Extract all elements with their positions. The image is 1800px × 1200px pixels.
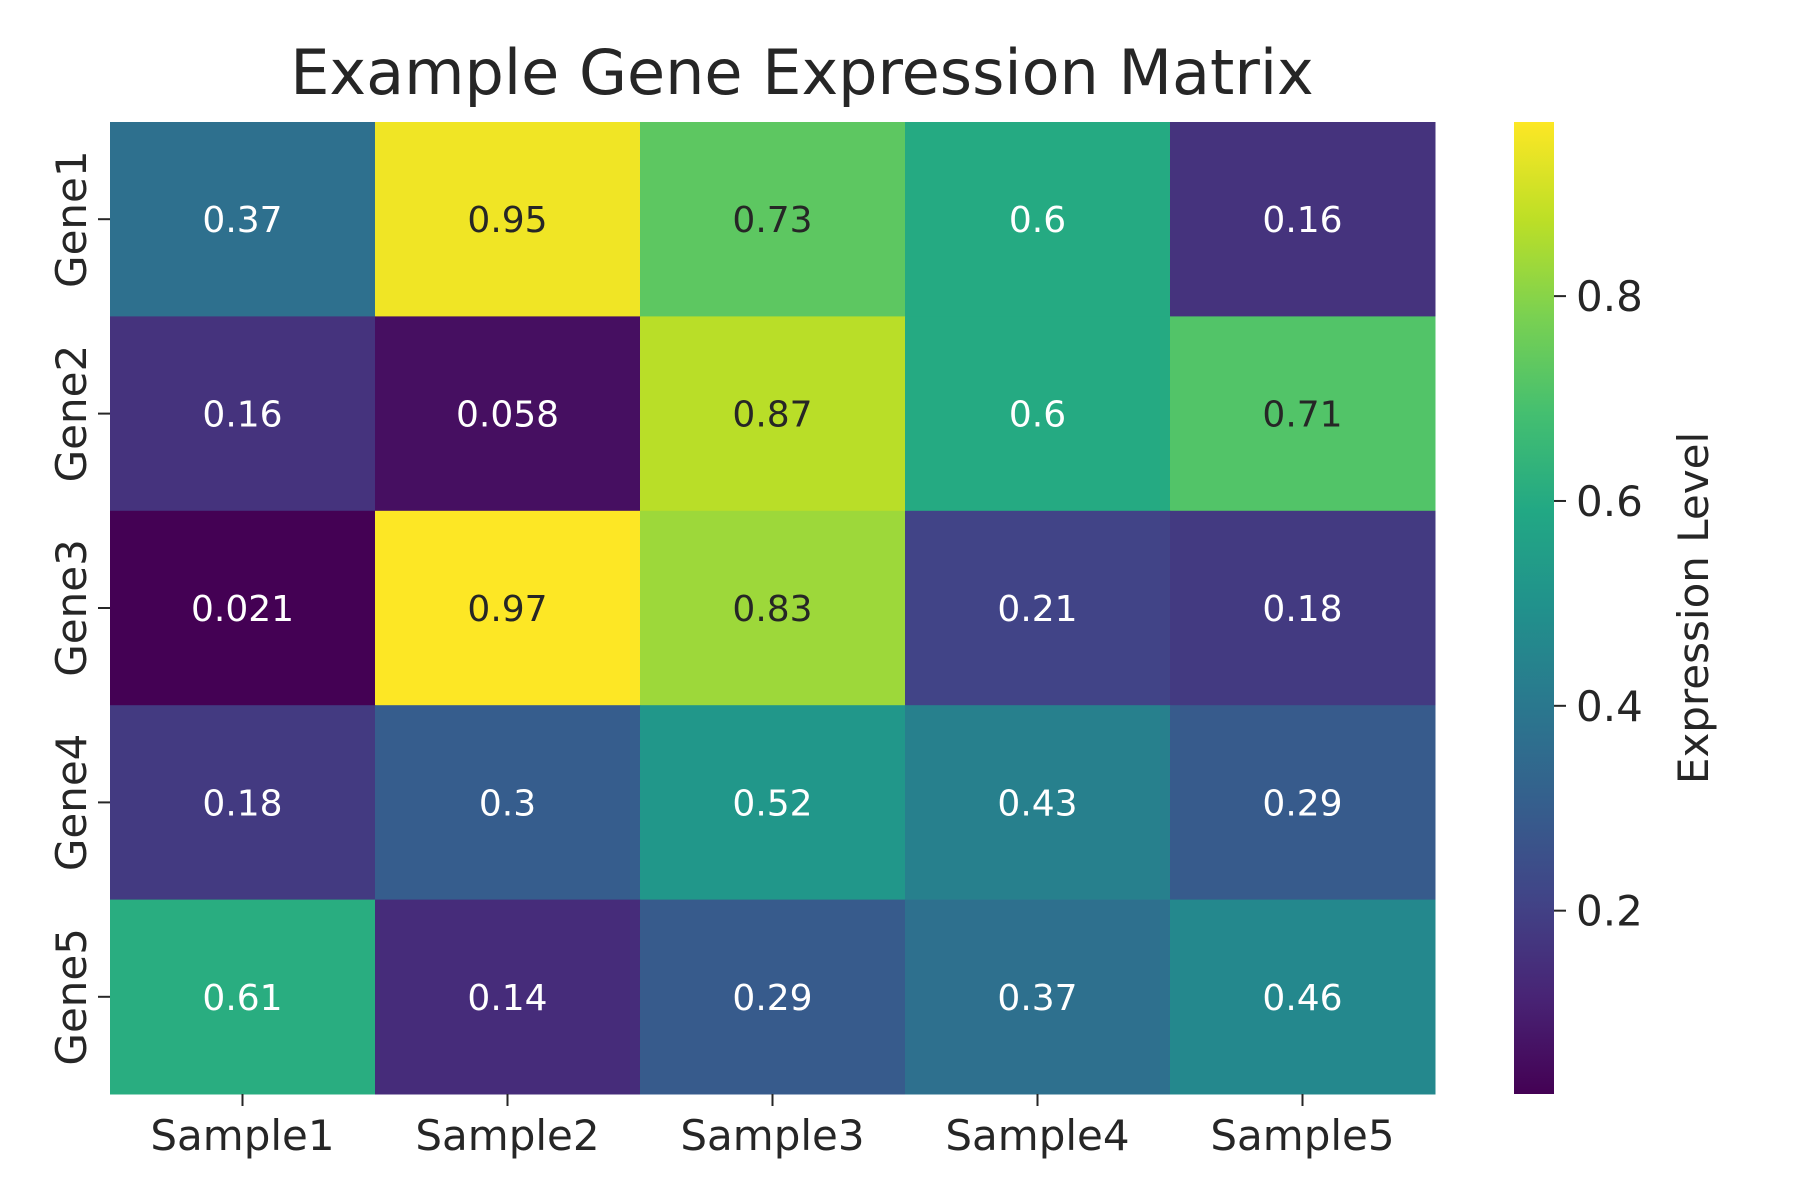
heatmap-cell [1170,899,1436,1095]
cell-value-label: 0.21 [997,589,1077,630]
heatmap-cell [110,899,376,1095]
x-tick-label: Sample5 [1210,1111,1394,1160]
cell-value-label: 0.95 [467,200,547,241]
heatmap-cell [905,316,1171,512]
heatmap-cell [110,316,376,512]
cell-value-label: 0.18 [202,783,282,824]
heatmap-cell [110,122,376,317]
colorbar: Expression Level 0.2 0.4 0.6 0.8 [1514,122,1718,1094]
cell-value-label: 0.29 [732,978,812,1019]
heatmap-cell [640,899,906,1095]
x-tick-label: Sample4 [945,1111,1129,1160]
heatmap-cell [1170,316,1436,512]
heatmap-cell [375,899,641,1095]
cell-value-label: 0.29 [1262,783,1342,824]
x-tick-label: Sample3 [680,1111,864,1160]
heatmap-cell [640,705,906,901]
cell-value-label: 0.3 [479,783,536,824]
cell-value-label: 0.021 [191,589,294,630]
cell-value-label: 0.46 [1262,978,1342,1019]
cell-value-label: 0.43 [997,783,1077,824]
cell-value-label: 0.83 [732,589,812,630]
y-tick-label: Gene3 [47,539,96,677]
heatmap-cells: 0.37 0.95 0.73 0.6 0.16 0.16 0.058 0.87 0.6 0.71 0… [110,122,1436,1095]
y-tick-label: Gene1 [47,150,96,288]
x-tick-label: Sample1 [150,1111,334,1160]
cell-value-label: 0.73 [732,200,812,241]
y-axis: Gene1 Gene2 Gene3 Gene4 Gene5 [47,150,110,1066]
heatmap-cell [375,122,641,317]
heatmap-cell [1170,510,1436,706]
y-tick-label: Gene5 [47,928,96,1066]
cell-value-label: 0.6 [1009,200,1066,241]
cell-value-label: 0.14 [467,978,547,1019]
heatmap-cell [1170,705,1436,901]
chart-title: Example Gene Expression Matrix [290,36,1313,109]
cell-value-label: 0.87 [732,395,812,436]
y-tick-label: Gene4 [47,734,96,872]
heatmap-cell [905,510,1171,706]
heatmap-cell [375,510,641,706]
heatmap-cell [375,316,641,512]
cell-value-label: 0.18 [1262,589,1342,630]
cell-value-label: 0.52 [732,783,812,824]
cell-value-label: 0.16 [202,395,282,436]
heatmap-cell [640,122,906,317]
cell-value-label: 0.37 [202,200,282,241]
cell-value-label: 0.61 [202,978,282,1019]
y-tick-label: Gene2 [47,345,96,483]
heatmap-cell [110,510,376,706]
heatmap-cell [905,122,1171,317]
cell-value-label: 0.058 [456,395,559,436]
heatmap-cell [110,705,376,901]
colorbar-tick-label: 0.2 [1576,887,1643,936]
cell-value-label: 0.16 [1262,200,1342,241]
colorbar-tick-label: 0.4 [1576,682,1643,731]
heatmap-cell [905,899,1171,1095]
cell-value-label: 0.71 [1262,395,1342,436]
heatmap-cell [640,316,906,512]
cell-value-label: 0.37 [997,978,1077,1019]
heatmap-cell [905,705,1171,901]
heatmap-cell [640,510,906,706]
cell-value-label: 0.97 [467,589,547,630]
colorbar-gradient [1514,122,1554,1094]
x-tick-label: Sample2 [415,1111,599,1160]
x-axis: Sample1 Sample2 Sample3 Sample4 Sample5 [150,1094,1395,1160]
cell-value-label: 0.6 [1009,395,1066,436]
colorbar-tick-label: 0.6 [1576,477,1643,526]
heatmap-cell [1170,122,1436,317]
colorbar-tick-label: 0.8 [1576,272,1643,321]
colorbar-label: Expression Level [1669,432,1718,784]
heatmap-cell [375,705,641,901]
